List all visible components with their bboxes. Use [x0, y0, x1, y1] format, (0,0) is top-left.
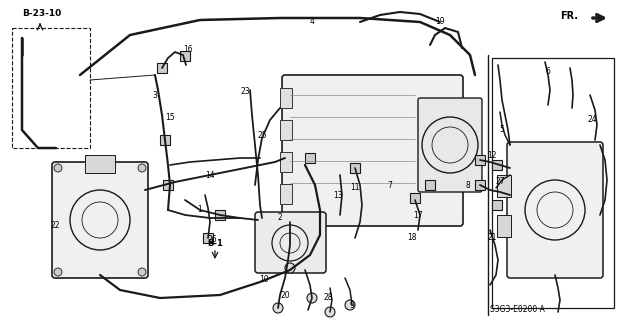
Bar: [215, 210, 225, 220]
Text: 2: 2: [278, 213, 282, 222]
Circle shape: [345, 300, 355, 310]
Text: 8: 8: [466, 180, 471, 189]
Text: 9: 9: [350, 300, 355, 309]
Circle shape: [54, 268, 62, 276]
Text: 19: 19: [435, 18, 445, 27]
Text: B-1: B-1: [207, 239, 223, 249]
Text: 4: 4: [309, 18, 314, 27]
Circle shape: [138, 164, 146, 172]
Circle shape: [54, 164, 62, 172]
Bar: [350, 163, 360, 173]
Bar: [475, 155, 485, 165]
Text: 23: 23: [240, 87, 250, 97]
Bar: [497, 175, 511, 197]
Text: 18: 18: [407, 234, 417, 243]
Circle shape: [307, 293, 317, 303]
Text: 22: 22: [50, 220, 60, 229]
FancyBboxPatch shape: [52, 162, 148, 278]
Text: FR.: FR.: [560, 11, 578, 21]
Text: 20: 20: [280, 291, 290, 300]
Text: 3: 3: [153, 91, 157, 100]
Bar: [475, 180, 485, 190]
Text: 17: 17: [413, 211, 423, 220]
Bar: [492, 58, 614, 308]
Text: 13: 13: [333, 190, 343, 199]
Text: 27: 27: [495, 178, 505, 187]
Bar: [497, 215, 511, 237]
Bar: [280, 152, 292, 172]
Bar: [305, 153, 315, 163]
Text: 10: 10: [259, 276, 269, 284]
Bar: [492, 160, 502, 170]
Text: S3G3-E0200 A: S3G3-E0200 A: [490, 306, 545, 315]
Circle shape: [285, 263, 295, 273]
Text: 15: 15: [165, 114, 175, 123]
Text: 12: 12: [487, 150, 497, 159]
Text: 5: 5: [500, 125, 505, 134]
Text: 21: 21: [487, 234, 497, 243]
FancyBboxPatch shape: [507, 142, 603, 278]
Bar: [280, 120, 292, 140]
Text: 11: 11: [350, 183, 360, 193]
Text: 25: 25: [257, 131, 267, 140]
Text: 14: 14: [205, 171, 215, 180]
Circle shape: [273, 303, 283, 313]
Bar: [280, 184, 292, 204]
Circle shape: [138, 268, 146, 276]
Bar: [425, 180, 435, 190]
Text: 6: 6: [546, 68, 551, 76]
Text: 1: 1: [198, 205, 202, 214]
Text: B-23-10: B-23-10: [22, 10, 61, 19]
Bar: [492, 200, 502, 210]
FancyBboxPatch shape: [282, 75, 463, 226]
Text: 24: 24: [587, 116, 597, 124]
Bar: [157, 63, 167, 73]
Text: 7: 7: [388, 180, 392, 189]
Text: 28: 28: [323, 293, 333, 302]
Bar: [280, 88, 292, 108]
Text: 16: 16: [183, 45, 193, 54]
Text: 26: 26: [207, 236, 217, 244]
Bar: [410, 193, 420, 203]
Bar: [163, 180, 173, 190]
Bar: [180, 51, 190, 61]
Bar: [12, 28, 90, 148]
Bar: [160, 135, 170, 145]
FancyBboxPatch shape: [418, 98, 482, 192]
Bar: [203, 233, 213, 243]
Bar: [85, 155, 115, 173]
FancyBboxPatch shape: [255, 212, 326, 273]
Circle shape: [325, 307, 335, 317]
